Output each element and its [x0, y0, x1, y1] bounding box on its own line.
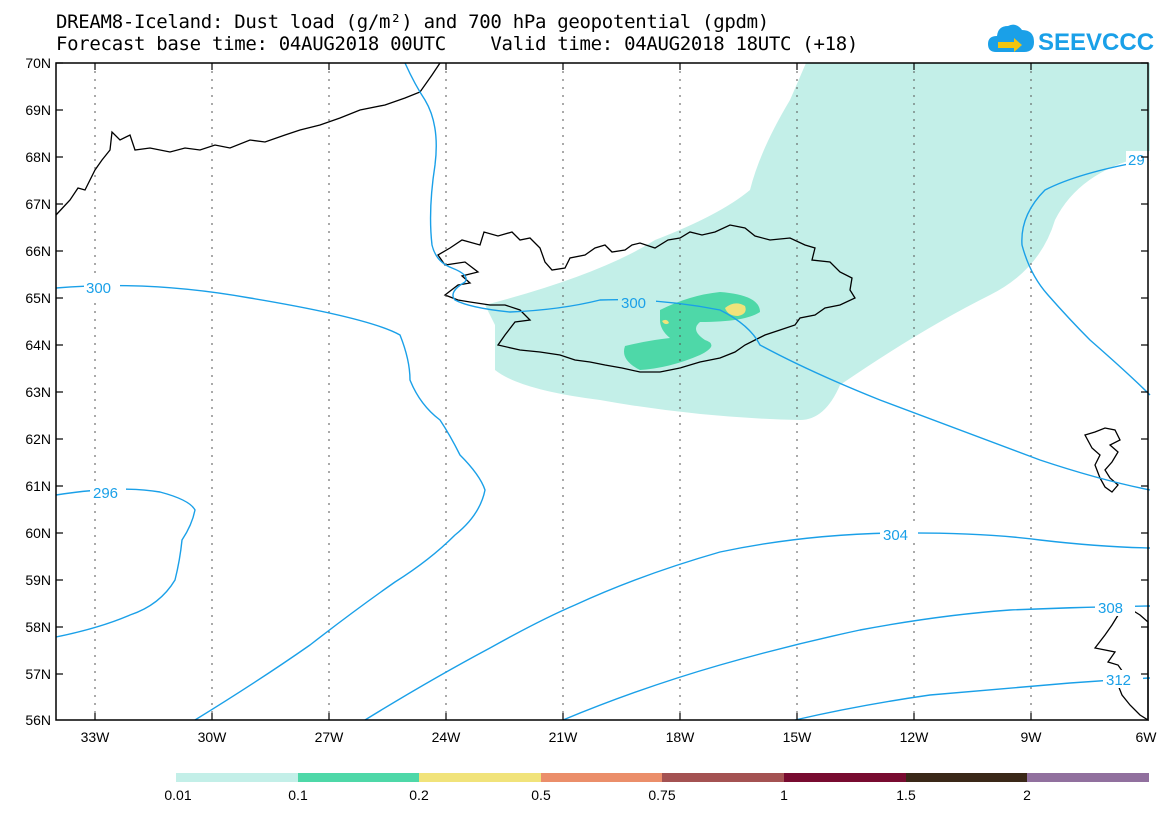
colorbar-tick-0-2: 0.2	[409, 787, 429, 803]
dust-area-yellow	[725, 303, 746, 316]
colorbar-tick-0-5: 0.5	[531, 787, 551, 803]
contour-label-300-west: 300	[86, 280, 111, 297]
lat-label-56n: 56N	[25, 712, 51, 728]
colorbar-tick-2: 2	[1023, 787, 1031, 803]
lat-label-57n: 57N	[25, 666, 51, 682]
map-title: DREAM8-Iceland: Dust load (g/m²) and 700…	[56, 11, 769, 33]
contour-label-300-iceland: 300	[621, 295, 646, 312]
lon-label-12w: 12W	[900, 729, 930, 745]
lon-label-18w: 18W	[666, 729, 696, 745]
lat-label-68n: 68N	[25, 149, 51, 165]
dust-area-yellow-small	[662, 319, 669, 325]
colorbar-swatch-8	[1027, 773, 1149, 782]
colorbar-swatch-3	[419, 773, 541, 782]
colorbar-tick-0-75: 0.75	[648, 787, 675, 803]
lat-label-66n: 66N	[25, 243, 51, 259]
colorbar-swatch-7	[906, 773, 1027, 782]
colorbar-swatch-5	[662, 773, 784, 782]
lat-label-70n: 70N	[25, 55, 51, 71]
colorbar-swatch-4	[541, 773, 662, 782]
contour-label-296: 296	[93, 485, 118, 502]
colorbar: 0.01 0.1 0.2 0.5 0.75 1 1.5 2	[164, 773, 1149, 803]
lat-label-61n: 61N	[25, 478, 51, 494]
lat-label-62n: 62N	[25, 431, 51, 447]
geopotential-contours	[55, 62, 1151, 721]
gridlines	[94, 63, 1032, 720]
coastlines	[55, 62, 1149, 722]
lat-label-63n: 63N	[25, 384, 51, 400]
lat-label-69n: 69N	[25, 102, 51, 118]
cloud-arrow-icon	[988, 24, 1034, 52]
latitude-labels: 70N 69N 68N 67N 66N 65N 64N 63N 62N 61N …	[25, 55, 51, 728]
contour-labels: 300 300 296 304 308 312 29	[84, 151, 1150, 689]
colorbar-swatch-2	[298, 773, 419, 782]
axis-ticks	[56, 62, 1148, 720]
logo-text: SEEVCCC	[1038, 29, 1154, 56]
contour-label-29x: 29	[1128, 152, 1145, 169]
lon-label-6w: 6W	[1136, 729, 1158, 745]
colorbar-tick-0-01: 0.01	[164, 787, 191, 803]
longitude-labels: 33W 30W 27W 24W 21W 18W 15W 12W 9W 6W	[81, 729, 1158, 745]
lon-label-27w: 27W	[315, 729, 345, 745]
lat-label-58n: 58N	[25, 619, 51, 635]
iceland-coast	[437, 224, 856, 373]
dust-area-medium	[624, 292, 760, 370]
lat-label-64n: 64N	[25, 337, 51, 353]
scotland-coast	[1093, 609, 1149, 722]
seevccc-logo: SEEVCCC	[988, 24, 1154, 56]
contour-label-304: 304	[883, 527, 908, 544]
colorbar-swatch-6	[784, 773, 906, 782]
lon-label-24w: 24W	[432, 729, 462, 745]
contour-label-312: 312	[1106, 672, 1131, 689]
colorbar-tick-0-1: 0.1	[288, 787, 308, 803]
lat-label-65n: 65N	[25, 290, 51, 306]
lon-label-21w: 21W	[549, 729, 579, 745]
lat-label-60n: 60N	[25, 525, 51, 541]
lat-label-59n: 59N	[25, 572, 51, 588]
contour-label-308: 308	[1098, 600, 1123, 617]
dust-area-light	[485, 63, 1150, 420]
lon-label-30w: 30W	[198, 729, 228, 745]
colorbar-tick-1-5: 1.5	[896, 787, 916, 803]
lat-label-67n: 67N	[25, 196, 51, 212]
colorbar-swatch-1	[176, 773, 298, 782]
map-subtitle: Forecast base time: 04AUG2018 00UTC Vali…	[56, 33, 859, 55]
lon-label-9w: 9W	[1021, 729, 1043, 745]
colorbar-tick-1: 1	[780, 787, 788, 803]
lon-label-15w: 15W	[783, 729, 813, 745]
faroe-islands-coast	[1084, 427, 1121, 493]
lon-label-33w: 33W	[81, 729, 111, 745]
greenland-coast	[55, 62, 441, 216]
